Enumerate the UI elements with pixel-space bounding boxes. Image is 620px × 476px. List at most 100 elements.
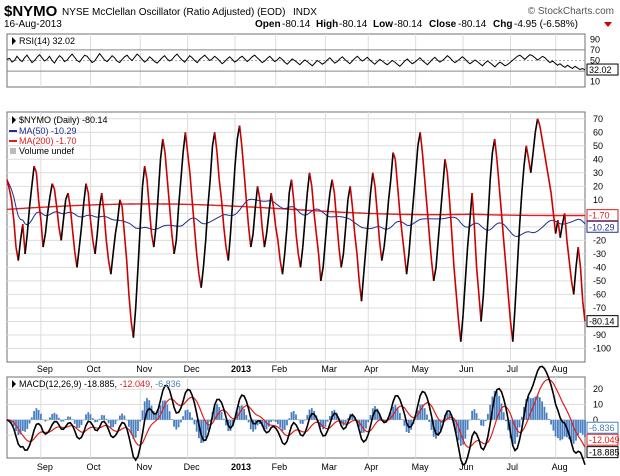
nymo-segment bbox=[525, 145, 530, 160]
nymo-segment bbox=[173, 240, 178, 255]
macd-histogram-bar bbox=[103, 415, 105, 420]
macd-x-label: Nov bbox=[136, 462, 153, 472]
macd-histogram-bar bbox=[376, 408, 379, 420]
nymo-segment bbox=[408, 226, 412, 254]
nymo-segment bbox=[496, 159, 500, 187]
nymo-segment bbox=[155, 193, 160, 227]
nymo-segment bbox=[572, 267, 577, 295]
macd-histogram-bar bbox=[89, 414, 92, 420]
nymo-segment bbox=[399, 213, 403, 234]
nymo-segment bbox=[390, 152, 394, 180]
nymo-segment bbox=[164, 152, 169, 180]
macd-histogram-bar bbox=[421, 404, 424, 420]
nymo-segment bbox=[274, 226, 279, 241]
nymo-segment bbox=[146, 179, 150, 207]
price-tick-label: 30 bbox=[593, 168, 603, 178]
macd-histogram-bar bbox=[173, 419, 175, 427]
price-x-label: Apr bbox=[364, 364, 378, 374]
nymo-segment bbox=[338, 247, 342, 268]
high-label: High bbox=[316, 19, 338, 30]
macd-hist-last-value: -6.836 bbox=[589, 423, 615, 433]
macd-histogram-bar bbox=[71, 419, 74, 420]
macd-histogram-bar bbox=[480, 419, 482, 426]
macd-histogram-bar bbox=[229, 419, 232, 431]
macd-histogram-bar bbox=[333, 409, 336, 420]
nymo-segment bbox=[444, 159, 449, 173]
price-tick-label: -60 bbox=[593, 289, 606, 299]
rsi-legend-icon bbox=[12, 37, 16, 45]
nymo-segment bbox=[60, 220, 65, 241]
nymo-segment bbox=[396, 186, 401, 214]
nymo-segment bbox=[410, 199, 415, 227]
nymo-segment bbox=[24, 233, 29, 254]
macd-histogram-bar bbox=[283, 419, 286, 430]
nymo-segment bbox=[514, 267, 519, 308]
nymo-segment bbox=[439, 186, 444, 214]
volume-legend: Volume undef bbox=[19, 146, 75, 156]
nymo-segment bbox=[482, 253, 487, 295]
price-x-label: May bbox=[412, 364, 430, 374]
nymo-segment bbox=[523, 145, 528, 167]
nymo-segment bbox=[114, 219, 119, 234]
nymo-segment bbox=[512, 307, 516, 342]
macd-histogram-bar bbox=[518, 419, 521, 428]
macd-x-label: Aug bbox=[552, 462, 568, 472]
low-label: Low bbox=[373, 19, 393, 30]
nymo-segment bbox=[76, 247, 81, 268]
macd-histogram-bar bbox=[358, 419, 361, 428]
macd-histogram-bar bbox=[148, 400, 151, 420]
macd-histogram-bar bbox=[505, 419, 507, 422]
macd-histogram-bar bbox=[401, 419, 403, 420]
macd-histogram-bar bbox=[532, 397, 534, 420]
rsi-legend: RSI(14) 32.02 bbox=[19, 36, 75, 46]
nymo-segment bbox=[132, 307, 137, 338]
nymo-segment bbox=[322, 240, 327, 268]
nymo-segment bbox=[460, 314, 464, 342]
macd-histogram-bar bbox=[76, 419, 78, 428]
macd-histogram-bar bbox=[525, 399, 528, 420]
nymo-segment bbox=[31, 166, 35, 187]
nymo-segment bbox=[268, 193, 272, 214]
nymo-segment bbox=[186, 152, 191, 173]
nymo-segment bbox=[238, 125, 243, 146]
price-tick-label: 20 bbox=[593, 181, 603, 191]
macd-histogram-bar bbox=[191, 417, 193, 420]
macd-histogram-bar bbox=[329, 416, 331, 420]
macd-signal-last-value-box bbox=[586, 433, 619, 446]
nymo-segment bbox=[261, 226, 266, 248]
nymo-segment bbox=[53, 188, 58, 207]
nymo-segment bbox=[536, 118, 541, 126]
macd-tick-label: 10 bbox=[593, 400, 603, 410]
macd-histogram-bar bbox=[132, 419, 135, 439]
macd-histogram-bar bbox=[277, 419, 279, 425]
macd-histogram-bar bbox=[563, 419, 566, 437]
nymo-segment bbox=[191, 199, 196, 227]
macd-histogram-bar bbox=[559, 419, 562, 441]
macd-histogram-bar bbox=[225, 419, 227, 426]
macd-histogram-bar bbox=[100, 415, 103, 420]
macd-histogram-bar bbox=[274, 419, 277, 422]
nymo-segment bbox=[83, 183, 87, 203]
price-panel: 706050403020100-10-20-30-40-50-60-70-80-… bbox=[6, 111, 619, 374]
macd-legend-hist: -6.836 bbox=[155, 379, 181, 389]
nymo-segment bbox=[381, 246, 385, 261]
macd-histogram-bar bbox=[247, 419, 250, 423]
price-tick-label: -30 bbox=[593, 249, 606, 259]
nymo-segment bbox=[220, 199, 225, 227]
nymo-segment bbox=[550, 193, 555, 214]
macd-histogram-bar bbox=[67, 416, 69, 420]
macd-tick-label: 0 bbox=[593, 415, 598, 425]
macd-histogram-bar bbox=[98, 418, 101, 420]
macd-histogram-bar bbox=[189, 412, 191, 420]
macd-histogram-bar bbox=[579, 419, 582, 433]
macd-last-value-box bbox=[586, 446, 619, 459]
macd-histogram-bar bbox=[44, 419, 47, 422]
nymo-segment bbox=[10, 199, 15, 221]
macd-histogram-bar bbox=[527, 396, 530, 420]
nymo-segment bbox=[426, 206, 430, 234]
price-tick-label: -40 bbox=[593, 262, 606, 272]
macd-histogram-bar bbox=[87, 412, 90, 420]
nymo-segment bbox=[28, 186, 33, 207]
macd-histogram-bar bbox=[170, 419, 173, 420]
nymo-segment bbox=[128, 294, 132, 322]
